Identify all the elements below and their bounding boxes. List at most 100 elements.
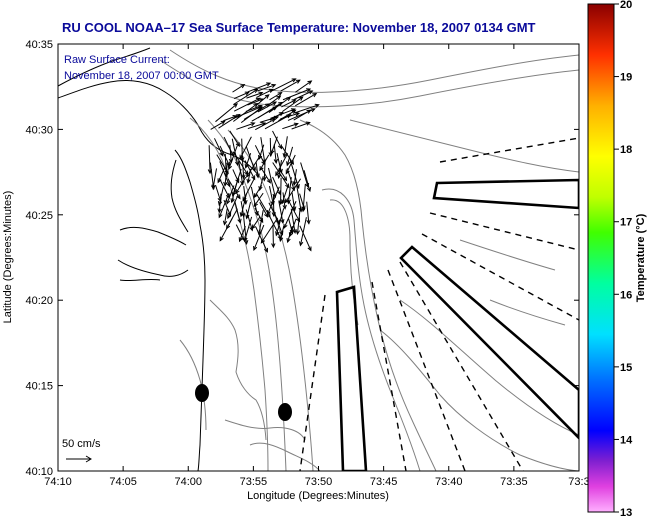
y-tick-label: 40:30 bbox=[25, 124, 53, 136]
current-vector bbox=[234, 201, 242, 224]
y-tick-label: 40:25 bbox=[25, 210, 53, 222]
current-vector bbox=[257, 101, 284, 119]
overlay-line-2: November 18, 2007 00:00 GMT bbox=[64, 70, 219, 82]
current-vector bbox=[270, 108, 296, 119]
current-vector bbox=[226, 185, 235, 205]
current-vector bbox=[238, 160, 245, 186]
current-vector bbox=[286, 146, 294, 167]
current-vector bbox=[243, 103, 271, 120]
current-vector bbox=[295, 93, 318, 107]
survey-boxes bbox=[335, 178, 579, 471]
figure-title: RU COOL NOAA–17 Sea Surface Temperature:… bbox=[62, 20, 536, 35]
current-vector bbox=[295, 80, 313, 93]
x-axis-ticks: 74:10 74:05 74:00 73:55 73:50 73:45 73:40 73:35… bbox=[44, 44, 590, 488]
current-vector bbox=[291, 121, 311, 130]
current-vector bbox=[275, 153, 289, 177]
x-tick-label: 73:40 bbox=[435, 476, 463, 488]
current-vector bbox=[230, 177, 239, 204]
current-vector bbox=[259, 201, 269, 218]
x-axis-label: Longitude (Degrees:Minutes) bbox=[247, 490, 389, 502]
current-vector bbox=[280, 79, 301, 92]
current-vector bbox=[256, 88, 274, 98]
current-vector bbox=[233, 91, 250, 100]
current-vector bbox=[233, 106, 262, 119]
current-vector bbox=[235, 176, 247, 195]
current-vector bbox=[232, 83, 246, 93]
current-vector bbox=[294, 103, 320, 114]
current-vector bbox=[255, 162, 260, 179]
current-vector bbox=[282, 122, 299, 130]
current-vector bbox=[255, 118, 277, 131]
current-vector bbox=[256, 94, 270, 106]
current-vector bbox=[233, 97, 261, 112]
x-tick-label: 74:00 bbox=[174, 476, 202, 488]
y-axis-ticks: 40:35 40:30 40:25 40:20 40:15 40:10 bbox=[25, 39, 579, 478]
current-vector bbox=[211, 168, 218, 190]
current-vector bbox=[271, 224, 276, 249]
current-vector bbox=[222, 208, 228, 226]
current-vector bbox=[273, 144, 279, 164]
current-vector bbox=[217, 193, 222, 214]
x-tick-label: 74:10 bbox=[44, 476, 72, 488]
current-vector bbox=[282, 136, 288, 159]
overlay-line-1: Raw Surface Current: bbox=[64, 54, 170, 66]
current-vector bbox=[278, 167, 288, 182]
current-vector bbox=[246, 168, 252, 184]
current-vector bbox=[227, 145, 238, 171]
current-vector bbox=[255, 226, 268, 253]
current-vector bbox=[223, 162, 228, 187]
current-vector bbox=[286, 225, 293, 244]
x-tick-label: 73:50 bbox=[305, 476, 333, 488]
current-vector bbox=[236, 122, 256, 130]
current-vector bbox=[233, 88, 259, 105]
colorbar-tick-label: 18 bbox=[620, 144, 632, 156]
current-vector bbox=[244, 160, 256, 181]
current-vector bbox=[210, 120, 226, 130]
colorbar-tick-label: 15 bbox=[620, 362, 632, 374]
current-vector bbox=[260, 168, 271, 184]
x-tick-label: 73:3 bbox=[568, 476, 589, 488]
current-vector bbox=[281, 99, 297, 108]
current-vector bbox=[295, 208, 301, 236]
current-vector bbox=[267, 95, 282, 106]
current-vector bbox=[239, 193, 247, 218]
colorbar-label: Temperature (°C) bbox=[635, 213, 647, 302]
colorbar-tick-label: 14 bbox=[620, 434, 633, 446]
current-vector bbox=[284, 178, 302, 204]
colorbar-tick-label: 20 bbox=[620, 0, 632, 11]
y-tick-label: 40:35 bbox=[25, 39, 53, 51]
current-vector bbox=[299, 217, 307, 247]
current-vector bbox=[247, 82, 272, 93]
x-tick-label: 73:35 bbox=[500, 476, 528, 488]
current-vector bbox=[238, 225, 246, 243]
current-vector bbox=[229, 130, 241, 148]
current-vector bbox=[282, 192, 287, 210]
current-vector bbox=[241, 153, 246, 180]
surface-current-vectors bbox=[207, 78, 320, 253]
scale-arrow bbox=[66, 455, 92, 463]
current-vector bbox=[293, 90, 314, 101]
radial-survey-lines bbox=[299, 137, 579, 471]
current-vector bbox=[253, 192, 264, 208]
current-vector bbox=[223, 199, 232, 217]
current-vector bbox=[251, 216, 261, 230]
x-tick-label: 73:55 bbox=[240, 476, 268, 488]
current-vector bbox=[269, 92, 283, 101]
current-vector bbox=[293, 109, 312, 121]
y-tick-label: 40:20 bbox=[25, 295, 53, 307]
current-vector bbox=[272, 130, 282, 150]
current-vector bbox=[299, 225, 312, 252]
current-vector bbox=[219, 217, 233, 242]
current-vector bbox=[283, 201, 297, 230]
current-vector bbox=[259, 154, 270, 172]
scale-label: 50 cm/s bbox=[62, 438, 101, 450]
temperature-colorbar: 20 19 18 17 16 15 14 13 Temperature (°C) bbox=[587, 0, 647, 518]
current-vector bbox=[270, 78, 297, 93]
colorbar-tick-label: 19 bbox=[620, 72, 632, 84]
colorbar-tick-label: 13 bbox=[620, 507, 632, 518]
current-vector bbox=[218, 192, 230, 219]
colorbar-tick-label: 16 bbox=[620, 289, 632, 301]
map-plot-area bbox=[58, 44, 579, 471]
current-vector bbox=[219, 161, 231, 188]
